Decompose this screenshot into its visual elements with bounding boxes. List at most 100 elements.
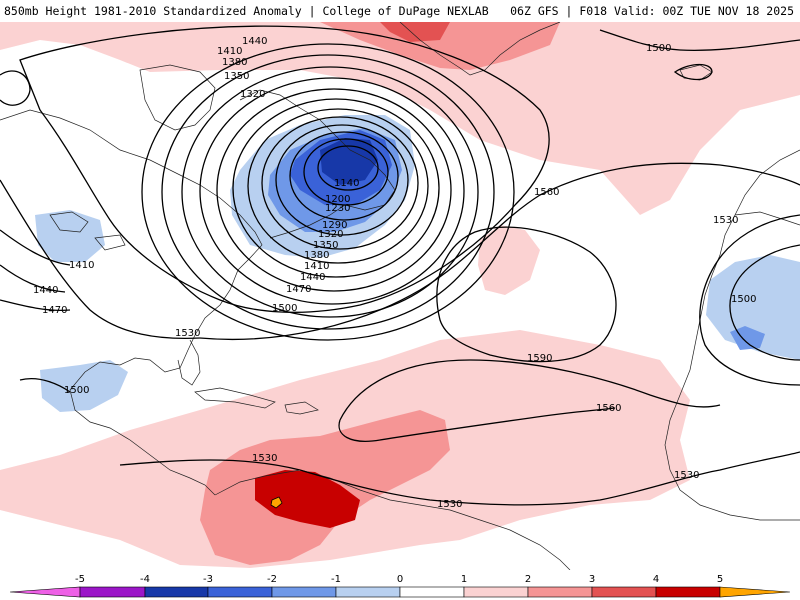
coastline-great-lakes	[49, 211, 126, 251]
colorbar-tick-label: -5	[75, 574, 85, 585]
colorbar-swatch	[9, 586, 81, 598]
coastline-hudson-bay	[139, 64, 216, 131]
contour-1500-east	[729, 244, 800, 361]
contour-label: 1560	[534, 187, 559, 198]
contour-1230	[275, 124, 409, 236]
contour-label: 1440	[300, 272, 325, 283]
contour-high-ne	[673, 63, 713, 81]
map-header: 850mb Height 1981-2010 Standardized Anom…	[0, 0, 800, 22]
contour-1530-east	[699, 214, 800, 386]
anomaly-map: 1440 1410 1380 1350 1320 1140 1200 1230 …	[0, 22, 800, 570]
contour-1140	[317, 145, 379, 191]
anomaly-east-mid	[730, 326, 765, 350]
contour-label: 1410	[304, 261, 329, 272]
model-valid-time: 06Z GFS | F018 Valid: 00Z TUE NOV 18 202…	[510, 4, 794, 18]
coastline-greenland	[399, 22, 561, 76]
contour-1440-west	[0, 264, 66, 293]
contour-label: 1320	[318, 229, 343, 240]
contour-1530-west	[0, 179, 201, 340]
colorbar-tick-label: -4	[140, 574, 150, 585]
colorbar-swatch	[399, 586, 465, 598]
anomaly-extreme-spot	[270, 496, 283, 509]
colorbar-tick-label: 4	[653, 574, 659, 585]
anomaly-east-negative	[706, 255, 800, 360]
contour-label: 1530	[437, 499, 462, 510]
colorbar-swatch	[655, 586, 721, 598]
map-title: 850mb Height 1981-2010 Standardized Anom…	[4, 4, 489, 18]
colorbar-swatch	[527, 586, 593, 598]
colorbar-swatch	[335, 586, 401, 598]
contour-label: 1410	[217, 46, 242, 57]
contour-1350	[216, 88, 452, 292]
contour-label: 1440	[242, 36, 267, 47]
colorbar-swatch	[79, 586, 146, 598]
contour-nw-closed	[0, 70, 31, 106]
contour-1530-south	[119, 451, 800, 506]
contour-label: 1380	[222, 57, 247, 68]
anomaly-venezuela-strong	[255, 470, 360, 528]
contour-1260	[261, 116, 419, 250]
contour-1470	[141, 43, 515, 341]
contour-label: 1560	[596, 403, 621, 414]
height-contours	[0, 25, 800, 506]
contour-label: 1230	[325, 203, 350, 214]
contour-labels: 1440 1410 1380 1350 1320 1140 1200 1230 …	[33, 36, 756, 510]
colorbar-swatch	[719, 586, 791, 598]
contour-label: 1530	[713, 215, 738, 226]
colorbar-swatch	[591, 586, 657, 598]
contour-label: 1440	[33, 285, 58, 296]
colorbar-tick-label: 1	[461, 574, 467, 585]
contour-1560-south	[339, 359, 721, 421]
positive-anomaly-shading	[0, 22, 800, 568]
contour-1440	[161, 54, 495, 330]
colorbar-tick-label: 2	[525, 574, 531, 585]
contour-label: 1500	[64, 385, 89, 396]
colorbar-tick-label: 0	[397, 574, 403, 585]
contour-label: 1290	[322, 220, 347, 231]
coastline-south-america	[214, 469, 571, 570]
colorbar-tick-label: 5	[717, 574, 723, 585]
contour-label: 1470	[42, 305, 67, 316]
contour-1560	[199, 162, 800, 341]
coastline-labrador	[239, 89, 396, 239]
contour-label: 1530	[252, 453, 277, 464]
contour-label: 1500	[731, 294, 756, 305]
contour-label: 1200	[325, 194, 350, 205]
contour-1410-west	[0, 229, 71, 266]
coastlines	[0, 22, 800, 570]
contour-label: 1350	[313, 240, 338, 251]
contour-label: 1500	[272, 303, 297, 314]
coastline-hispaniola	[284, 401, 319, 415]
contour-label: 1590	[527, 353, 552, 364]
colorbar-swatch	[271, 586, 337, 598]
contour-label: 1380	[304, 250, 329, 261]
contour-1500-sw	[19, 378, 71, 393]
colorbar-swatch	[144, 586, 209, 598]
contour-1410	[181, 66, 479, 318]
colorbar-swatch	[463, 586, 529, 598]
colorbar-tick-label: 3	[589, 574, 595, 585]
contour-1200	[289, 131, 399, 221]
contour-label: 1140	[334, 178, 359, 189]
coastline-iberia	[734, 211, 800, 226]
contour-label: 1530	[674, 470, 699, 481]
coastline-florida	[177, 339, 201, 386]
colorbar-tick-label: -3	[203, 574, 213, 585]
colorbar-tick-label: -2	[267, 574, 277, 585]
anomaly-midatlantic-positive	[478, 225, 540, 295]
contour-label: 1320	[240, 89, 265, 100]
coastline-cuba	[194, 387, 276, 409]
contour-1500	[19, 25, 550, 313]
anomaly-north-positive	[0, 22, 800, 215]
colorbar-swatch	[207, 586, 273, 598]
contour-1380	[199, 77, 465, 305]
contour-label: 1350	[224, 71, 249, 82]
contour-1320	[232, 98, 440, 278]
contour-1590	[436, 226, 617, 363]
contour-label: 1500	[646, 43, 671, 54]
colorbar-ticks: -5 -4 -3 -2 -1 0 1 2 3 4 5	[75, 574, 723, 585]
contour-1560-loop	[338, 407, 616, 442]
colorbar-tick-label: -1	[331, 574, 341, 585]
anomaly-gulf-negative	[40, 360, 128, 412]
contour-1290	[247, 108, 429, 264]
